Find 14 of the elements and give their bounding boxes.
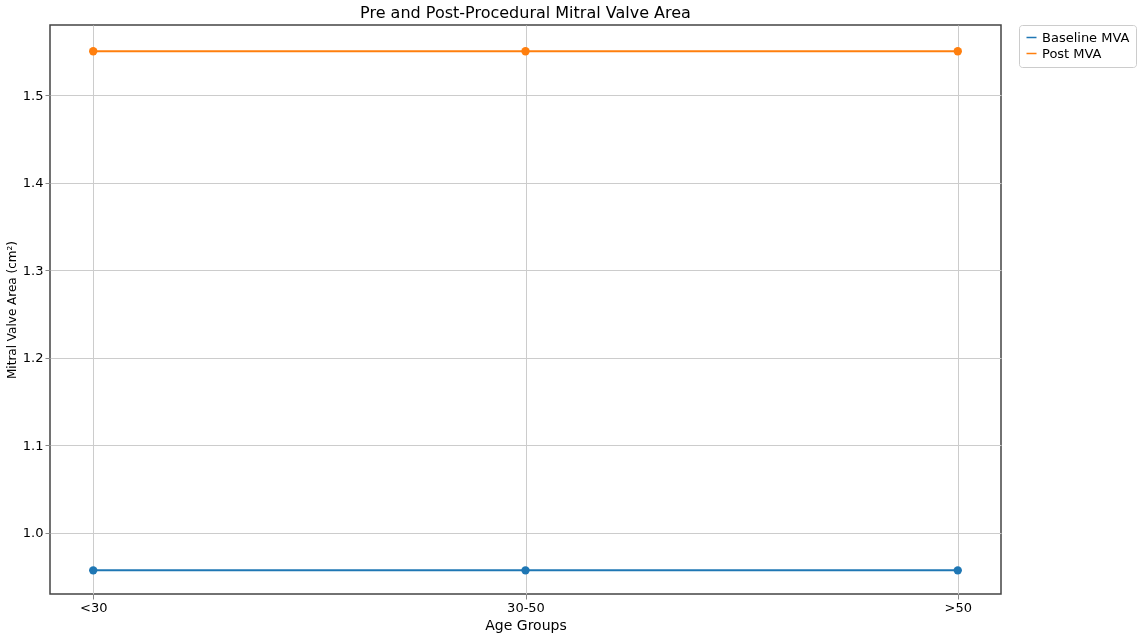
x-tick-label: <30 [80,599,108,615]
y-tick-label: 1.2 [22,350,44,366]
y-tick-label: 1.3 [22,262,44,278]
y-tick-label: 1.5 [22,87,44,103]
y-axis-title: Mitral Valve Area (cm²) [4,241,19,379]
y-tick-label: 1.1 [22,437,44,453]
x-tick-label: >50 [944,599,972,615]
y-tick-label: 1.4 [22,175,44,191]
y-tick-label: 1.0 [22,525,44,541]
chart-title: Pre and Post-Procedural Mitral Valve Area [360,3,691,22]
legend-label: Baseline MVA [1042,29,1130,45]
x-tick-label: 30-50 [507,599,545,615]
legend-label: Post MVA [1042,45,1102,61]
x-axis-title: Age Groups [485,616,567,633]
